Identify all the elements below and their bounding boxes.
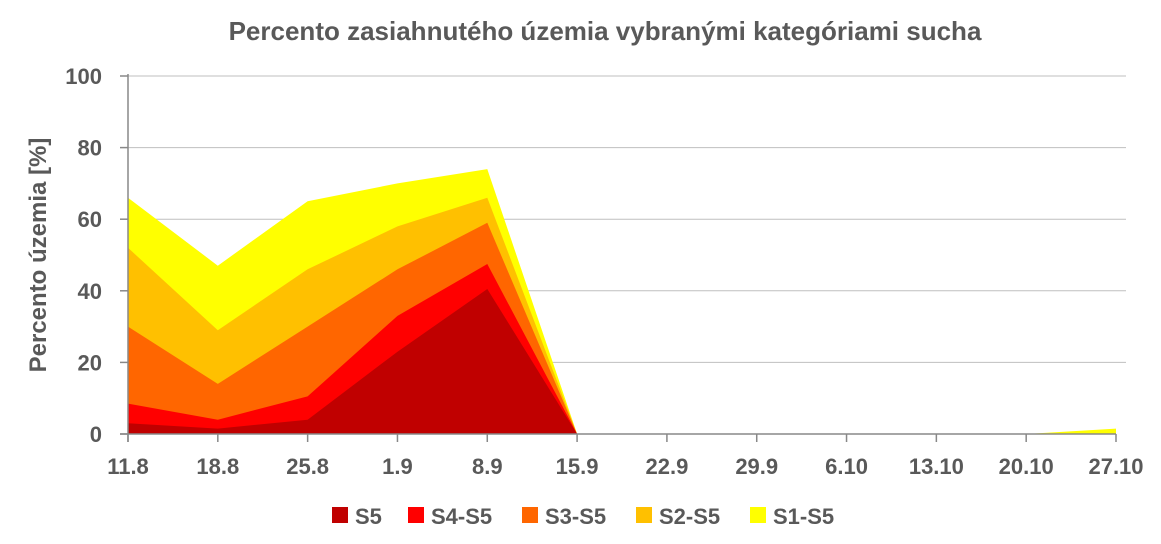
chart-title: Percento zasiahnutého územia vybranými k… (229, 16, 982, 46)
x-tick-label: 20.10 (999, 454, 1054, 479)
legend-label-s5: S5 (355, 504, 382, 529)
y-axis-label: Percento územia [%] (25, 138, 52, 373)
legend-swatch-s1-s5 (750, 507, 766, 523)
area-series (128, 169, 1116, 434)
y-tick-label: 20 (78, 350, 102, 375)
legend-label-s4-s5: S4-S5 (431, 504, 492, 529)
x-tick-label: 11.8 (107, 454, 149, 479)
y-tick-label: 100 (65, 64, 102, 89)
x-tick-label: 25.8 (286, 454, 329, 479)
legend-swatch-s2-s5 (636, 507, 652, 523)
y-tick-label: 60 (78, 207, 102, 232)
y-tick-labels: 0 20 40 60 80 100 (65, 64, 102, 447)
x-tick-labels: 11.8 18.8 25.8 1.9 8.9 15.9 22.9 29.9 6.10 13.10 2… (107, 454, 1143, 479)
x-tick-label: 18.8 (196, 454, 239, 479)
x-tick-label: 6.10 (825, 454, 868, 479)
legend-label-s3-s5: S3-S5 (545, 504, 606, 529)
x-tick-label: 27.10 (1088, 454, 1143, 479)
y-tick-label: 0 (90, 422, 102, 447)
x-tick-label: 22.9 (645, 454, 688, 479)
area-s5 (128, 289, 1116, 434)
legend-swatch-s5 (332, 507, 348, 523)
legend-swatch-s4-s5 (408, 507, 424, 523)
y-tick-label: 80 (78, 136, 102, 161)
axes (120, 74, 1117, 442)
x-tick-label: 13.10 (909, 454, 964, 479)
legend-swatch-s3-s5 (522, 507, 538, 523)
legend-label-s2-s5: S2-S5 (659, 504, 720, 529)
x-tick-label: 1.9 (382, 454, 413, 479)
x-tick-label: 29.9 (735, 454, 778, 479)
legend-label-s1-s5: S1-S5 (773, 504, 834, 529)
x-tick-label: 15.9 (556, 454, 599, 479)
legend: S5 S4-S5 S3-S5 S2-S5 S1-S5 (332, 504, 834, 529)
x-tick-label: 8.9 (472, 454, 503, 479)
y-tick-label: 40 (78, 279, 102, 304)
